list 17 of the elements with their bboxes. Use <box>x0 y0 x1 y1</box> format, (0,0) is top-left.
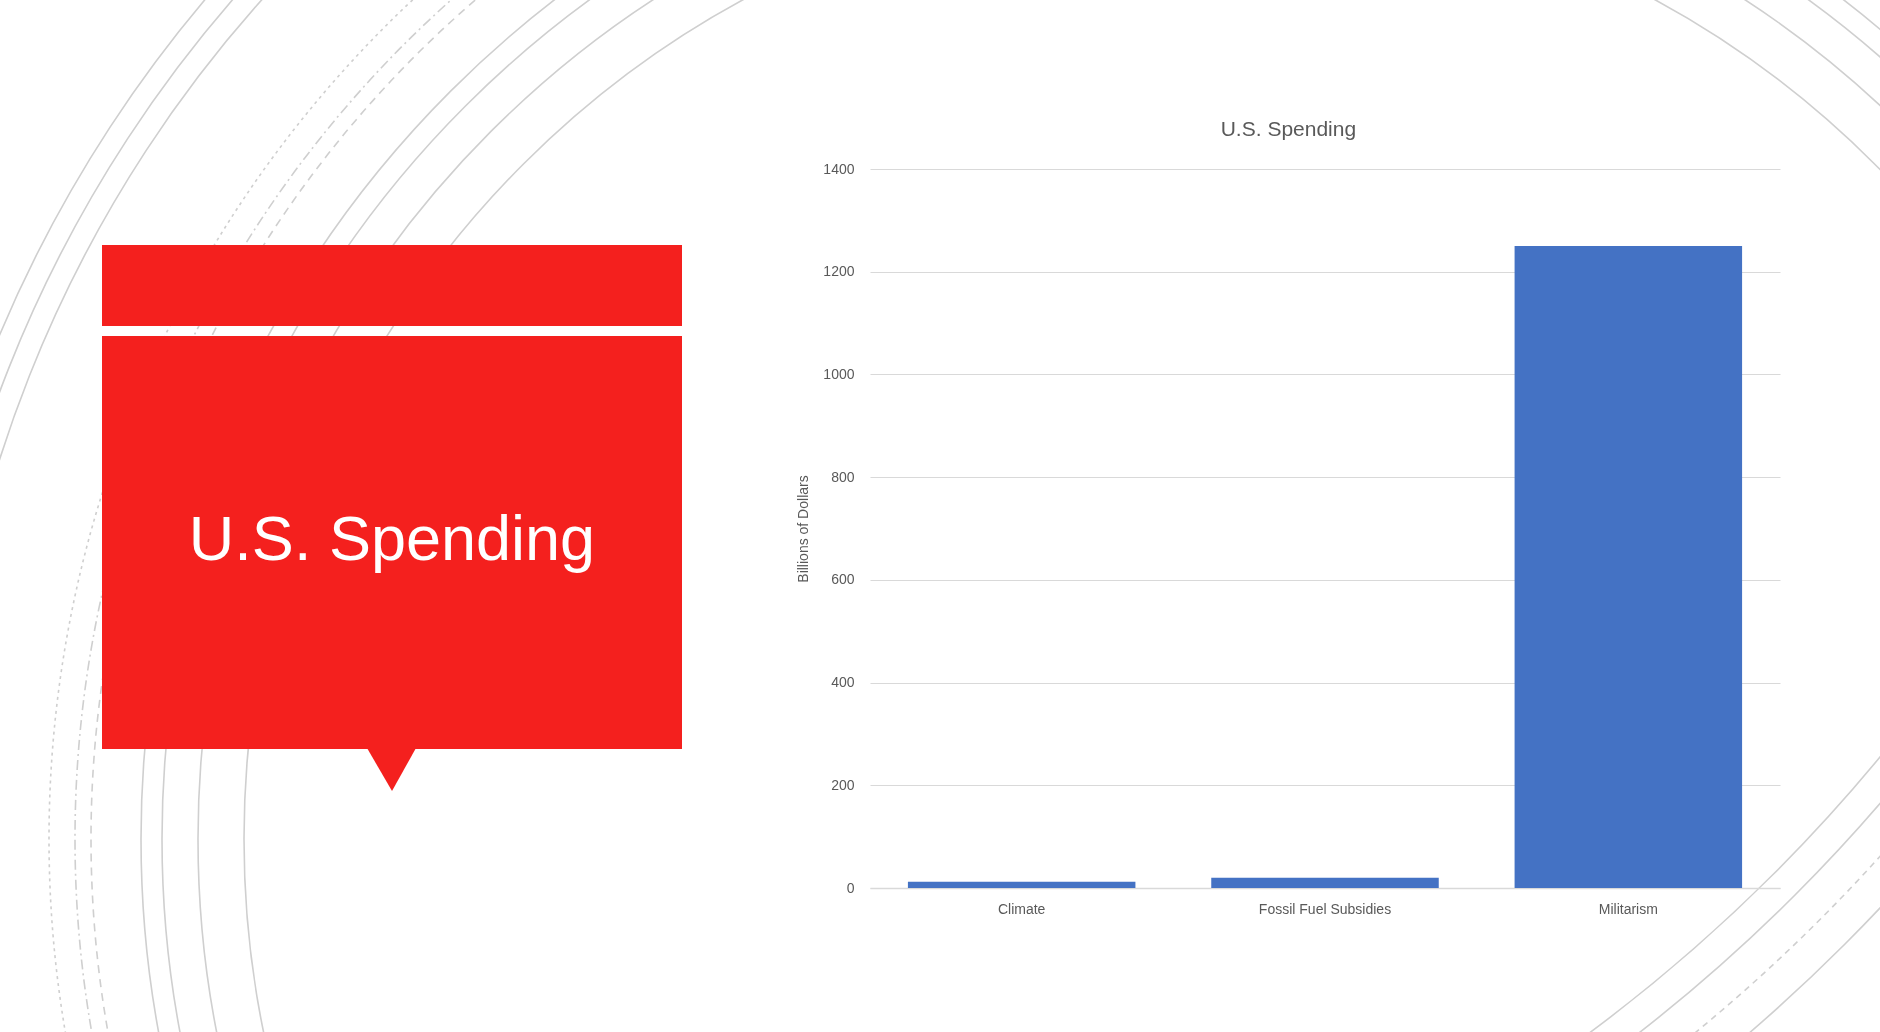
y-tick-label: 1000 <box>823 365 855 382</box>
text: U.S. Spending <box>188 502 596 573</box>
x-tick-label: Fossil Fuel Subsidies <box>1258 900 1392 917</box>
y-tick-label: 400 <box>831 674 855 691</box>
y-tick-label: 800 <box>831 468 855 485</box>
bar <box>907 881 1136 888</box>
y-tick-label: 1200 <box>823 263 855 280</box>
y-axis-title: Billions of Dollars <box>795 475 812 583</box>
y-tick-label: 1400 <box>823 160 855 177</box>
chart-title: U.S. Spending <box>1220 117 1357 140</box>
bar <box>1514 246 1743 888</box>
y-tick-label: 0 <box>846 879 855 896</box>
bar <box>1211 877 1439 888</box>
x-tick-label: Militarism <box>1598 900 1658 917</box>
y-tick-label: 600 <box>831 571 855 588</box>
x-tick-label: Climate <box>997 900 1046 917</box>
y-tick-label: 200 <box>831 776 855 793</box>
